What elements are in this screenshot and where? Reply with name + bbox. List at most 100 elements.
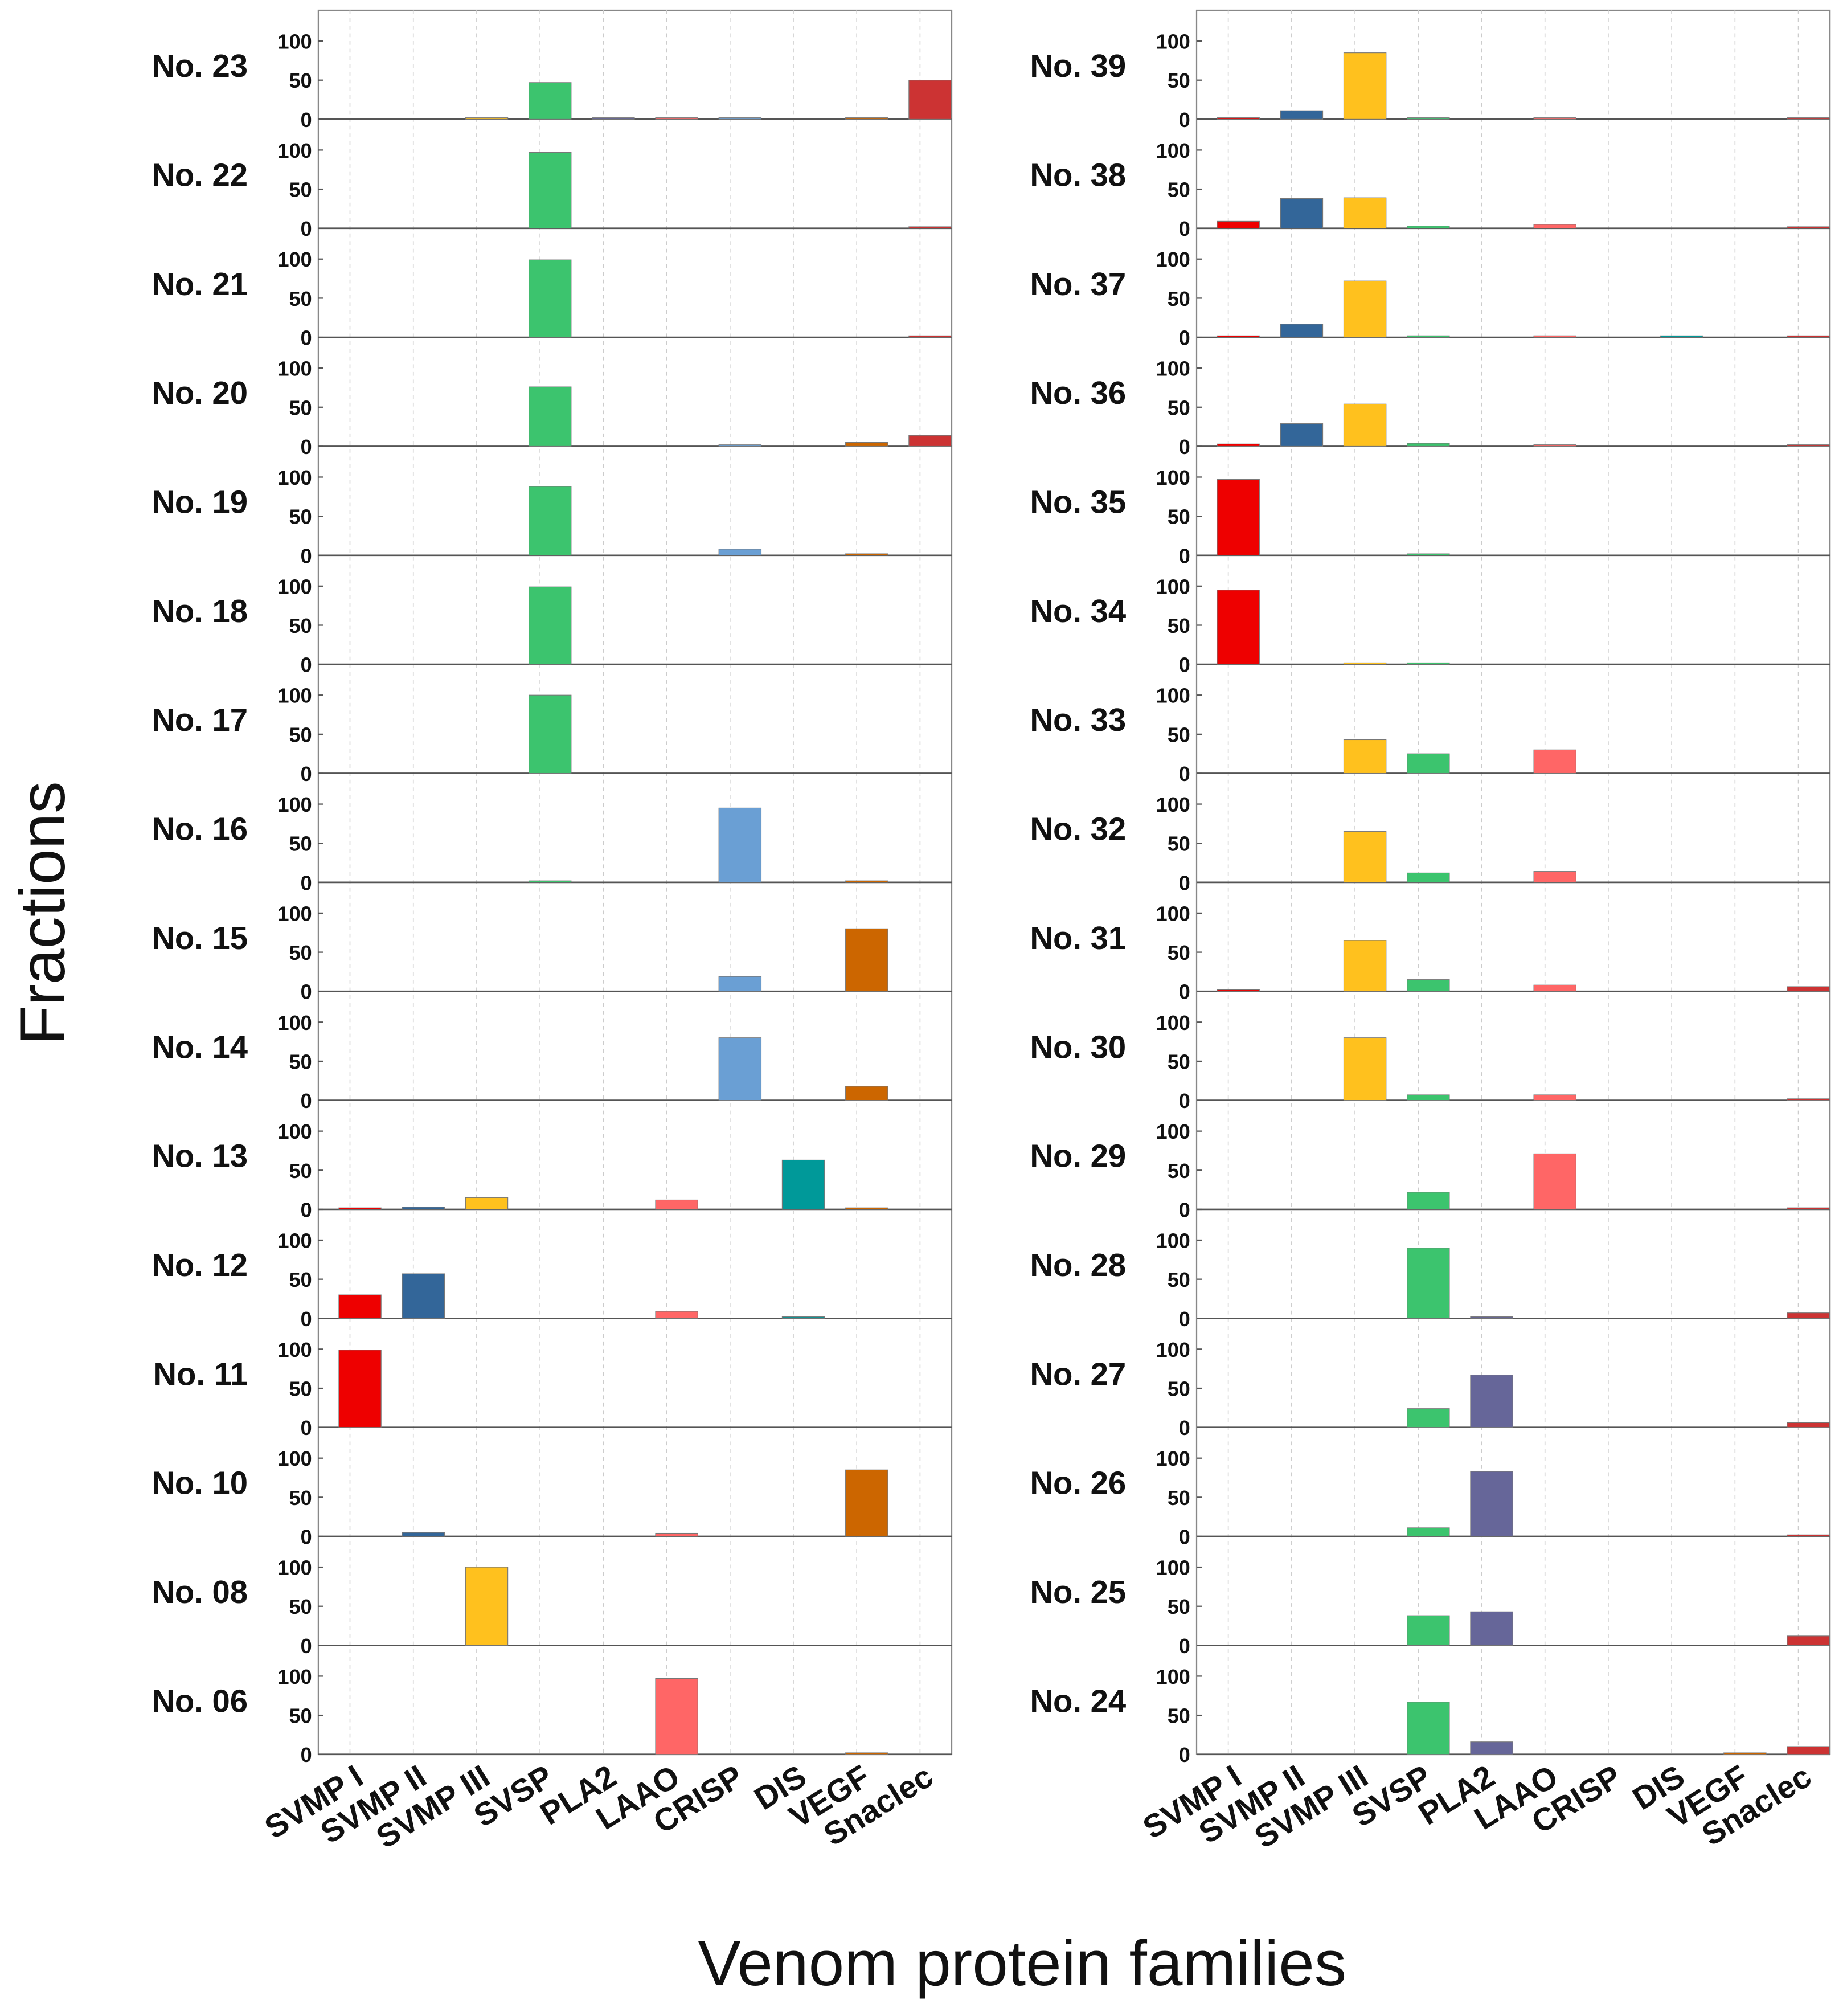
panel: No. 25 0 50 100 bbox=[1030, 1556, 1830, 1658]
y-tick-label: 100 bbox=[278, 902, 312, 925]
bar-vegf bbox=[1723, 1752, 1767, 1755]
bar-vegf bbox=[845, 553, 888, 556]
panel-label: No. 10 bbox=[151, 1465, 248, 1501]
bar-vegf bbox=[845, 1086, 888, 1101]
y-tick-label: 0 bbox=[1179, 762, 1190, 786]
bar-snaclec bbox=[908, 335, 952, 338]
bar-vegf bbox=[845, 1469, 888, 1537]
y-tick-label: 0 bbox=[301, 1526, 312, 1549]
y-tick-label: 100 bbox=[278, 575, 312, 598]
panel: No. 38 0 50 100 bbox=[1030, 139, 1830, 240]
y-axis-title: Fractions bbox=[6, 781, 78, 1045]
y-tick-label: 50 bbox=[1168, 832, 1190, 856]
panel-label: No. 06 bbox=[151, 1683, 248, 1719]
y-tick-label: 100 bbox=[278, 30, 312, 54]
panel: No. 19 0 50 100 bbox=[151, 466, 952, 567]
panel-label: No. 14 bbox=[151, 1029, 248, 1065]
panel: No. 34 0 50 100 bbox=[1030, 575, 1830, 677]
bar-laao bbox=[1533, 984, 1576, 992]
y-tick-label: 100 bbox=[1156, 30, 1190, 54]
bar-svsp bbox=[528, 586, 572, 665]
y-tick-label: 100 bbox=[1156, 902, 1190, 925]
y-tick-label: 100 bbox=[1156, 139, 1190, 162]
y-tick-label: 0 bbox=[301, 544, 312, 567]
bar-dis bbox=[1660, 335, 1703, 338]
y-tick-label: 0 bbox=[301, 1198, 312, 1221]
bar-svmp-ii bbox=[1280, 324, 1324, 338]
y-tick-label: 50 bbox=[1168, 505, 1190, 529]
panel-label: No. 08 bbox=[151, 1574, 248, 1610]
y-tick-label: 0 bbox=[1179, 108, 1190, 132]
bar-snaclec bbox=[908, 435, 952, 447]
bar-laao bbox=[1533, 224, 1576, 229]
panel-label: No. 18 bbox=[151, 593, 248, 629]
bar-pla2 bbox=[1470, 1471, 1513, 1537]
y-tick-label: 0 bbox=[1179, 1198, 1190, 1221]
panel: No. 35 0 50 100 bbox=[1030, 466, 1830, 567]
bar-svmp-i bbox=[338, 1350, 382, 1428]
bar-svsp bbox=[1407, 1192, 1450, 1210]
bar-snaclec bbox=[1787, 1098, 1830, 1101]
y-tick-label: 100 bbox=[278, 139, 312, 162]
y-tick-label: 50 bbox=[1168, 1377, 1190, 1401]
y-tick-label: 0 bbox=[1179, 326, 1190, 350]
bar-crisp bbox=[718, 976, 762, 992]
y-tick-label: 100 bbox=[1156, 1665, 1190, 1688]
bar-svsp bbox=[1407, 1615, 1450, 1646]
y-tick-label: 0 bbox=[301, 1307, 312, 1331]
bar-svmp-i bbox=[1217, 220, 1260, 229]
panel: No. 11 0 50 100 bbox=[153, 1338, 952, 1440]
panel-label: No. 24 bbox=[1030, 1683, 1126, 1719]
y-tick-label: 50 bbox=[1168, 1595, 1190, 1618]
panel: No. 26 0 50 100 bbox=[1030, 1447, 1830, 1549]
panel: No. 37 0 50 100 bbox=[1030, 248, 1830, 350]
panel: No. 16 0 50 100 bbox=[151, 793, 952, 894]
y-tick-label: 0 bbox=[1179, 653, 1190, 677]
panel: No. 23 0 50 100 bbox=[151, 30, 952, 132]
y-tick-label: 50 bbox=[289, 69, 312, 92]
bar-svmp-ii bbox=[402, 1273, 445, 1319]
y-tick-label: 50 bbox=[1168, 396, 1190, 419]
panel-label: No. 28 bbox=[1030, 1247, 1126, 1283]
y-tick-label: 50 bbox=[289, 505, 312, 529]
bar-snaclec bbox=[1787, 986, 1830, 992]
y-tick-label: 0 bbox=[1179, 544, 1190, 567]
panel: No. 24 0 50 100 bbox=[1030, 1665, 1830, 1766]
bar-svsp bbox=[1407, 1702, 1450, 1755]
bar-pla2 bbox=[1470, 1375, 1513, 1428]
y-tick-label: 0 bbox=[1179, 871, 1190, 894]
y-tick-label: 0 bbox=[1179, 980, 1190, 1004]
panel-label: No. 23 bbox=[151, 48, 248, 84]
y-tick-label: 100 bbox=[1156, 793, 1190, 816]
y-tick-label: 100 bbox=[1156, 466, 1190, 489]
bar-snaclec bbox=[1787, 1422, 1830, 1428]
panel-label: No. 35 bbox=[1030, 484, 1126, 520]
bar-pla2 bbox=[1470, 1611, 1513, 1646]
y-tick-label: 100 bbox=[1156, 1338, 1190, 1361]
bar-crisp bbox=[718, 807, 762, 883]
bar-svsp bbox=[1407, 753, 1450, 774]
bar-svmp-iii bbox=[465, 1567, 509, 1646]
panel: No. 22 0 50 100 bbox=[151, 139, 952, 240]
bar-svmp-i bbox=[1217, 443, 1260, 447]
y-tick-label: 0 bbox=[1179, 1416, 1190, 1440]
bar-svsp bbox=[1407, 1094, 1450, 1101]
bar-svmp-iii bbox=[1343, 280, 1387, 338]
panel-label: No. 26 bbox=[1030, 1465, 1126, 1501]
panel-label: No. 15 bbox=[151, 920, 248, 956]
bar-svsp bbox=[1407, 443, 1450, 447]
bar-snaclec bbox=[1787, 1746, 1830, 1755]
bar-svmp-iii bbox=[465, 1197, 509, 1210]
bar-laao bbox=[655, 1532, 698, 1537]
y-tick-label: 100 bbox=[278, 1120, 312, 1143]
bar-snaclec bbox=[1787, 335, 1830, 338]
bar-snaclec bbox=[908, 80, 952, 120]
y-tick-label: 0 bbox=[1179, 435, 1190, 459]
bar-laao bbox=[655, 1311, 698, 1319]
bar-laao bbox=[1533, 871, 1576, 883]
y-tick-label: 100 bbox=[278, 248, 312, 271]
y-tick-label: 100 bbox=[278, 1556, 312, 1580]
y-tick-label: 50 bbox=[289, 1050, 312, 1073]
